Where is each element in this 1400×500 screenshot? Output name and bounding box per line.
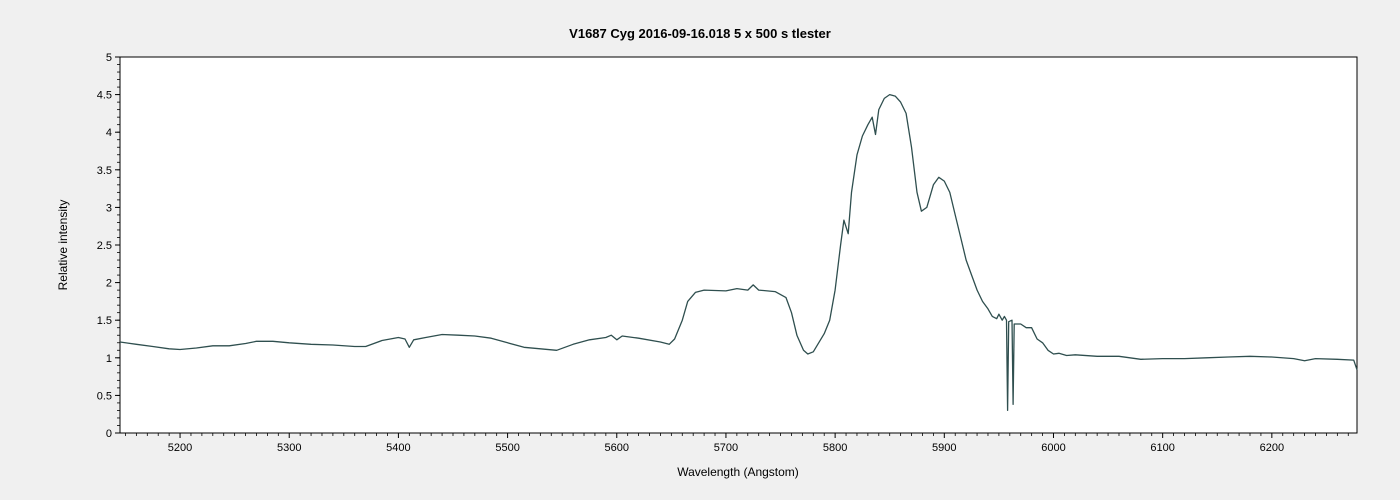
x-tick-label: 5800 [823, 442, 847, 454]
x-tick-label: 5600 [605, 442, 629, 454]
plot-area [119, 56, 1358, 434]
x-axis: 5200 5300 5400 5500 5600 5700 5800 5900 6000 6100… [125, 433, 1349, 454]
x-tick-label: 6000 [1041, 442, 1065, 454]
y-tick-label: 2 [106, 278, 112, 290]
spectrum-line [119, 93, 1358, 412]
chart-title: V1687 Cyg 2016-09-16.018 5 x 500 s tlest… [569, 26, 831, 41]
series-layer [119, 93, 1358, 412]
y-tick-label: 5 [106, 52, 112, 64]
y-tick-label: 0 [106, 428, 112, 440]
y-tick-label: 0.5 [97, 390, 112, 402]
y-tick-label: 1 [106, 353, 112, 365]
x-tick-label: 5400 [386, 442, 410, 454]
x-tick-label: 5900 [932, 442, 956, 454]
y-axis-label: Relative intensity [56, 200, 70, 291]
y-tick-label: 3 [106, 202, 112, 214]
y-tick-label: 4 [106, 127, 112, 139]
y-tick-label: 4.5 [97, 90, 112, 102]
x-tick-label: 5500 [495, 442, 519, 454]
x-tick-label: 5200 [168, 442, 192, 454]
x-tick-label: 6100 [1150, 442, 1174, 454]
y-axis: 0 0.5 1 1.5 2 2.5 3 3.5 4 4.5 5 [97, 52, 120, 440]
y-tick-label: 2.5 [97, 240, 112, 252]
x-tick-label: 5700 [714, 442, 738, 454]
x-tick-label: 5300 [277, 442, 301, 454]
y-tick-label: 1.5 [97, 315, 112, 327]
x-axis-label: Wavelength (Angstom) [677, 465, 799, 479]
x-tick-label: 6200 [1260, 442, 1284, 454]
y-tick-label: 3.5 [97, 165, 112, 177]
